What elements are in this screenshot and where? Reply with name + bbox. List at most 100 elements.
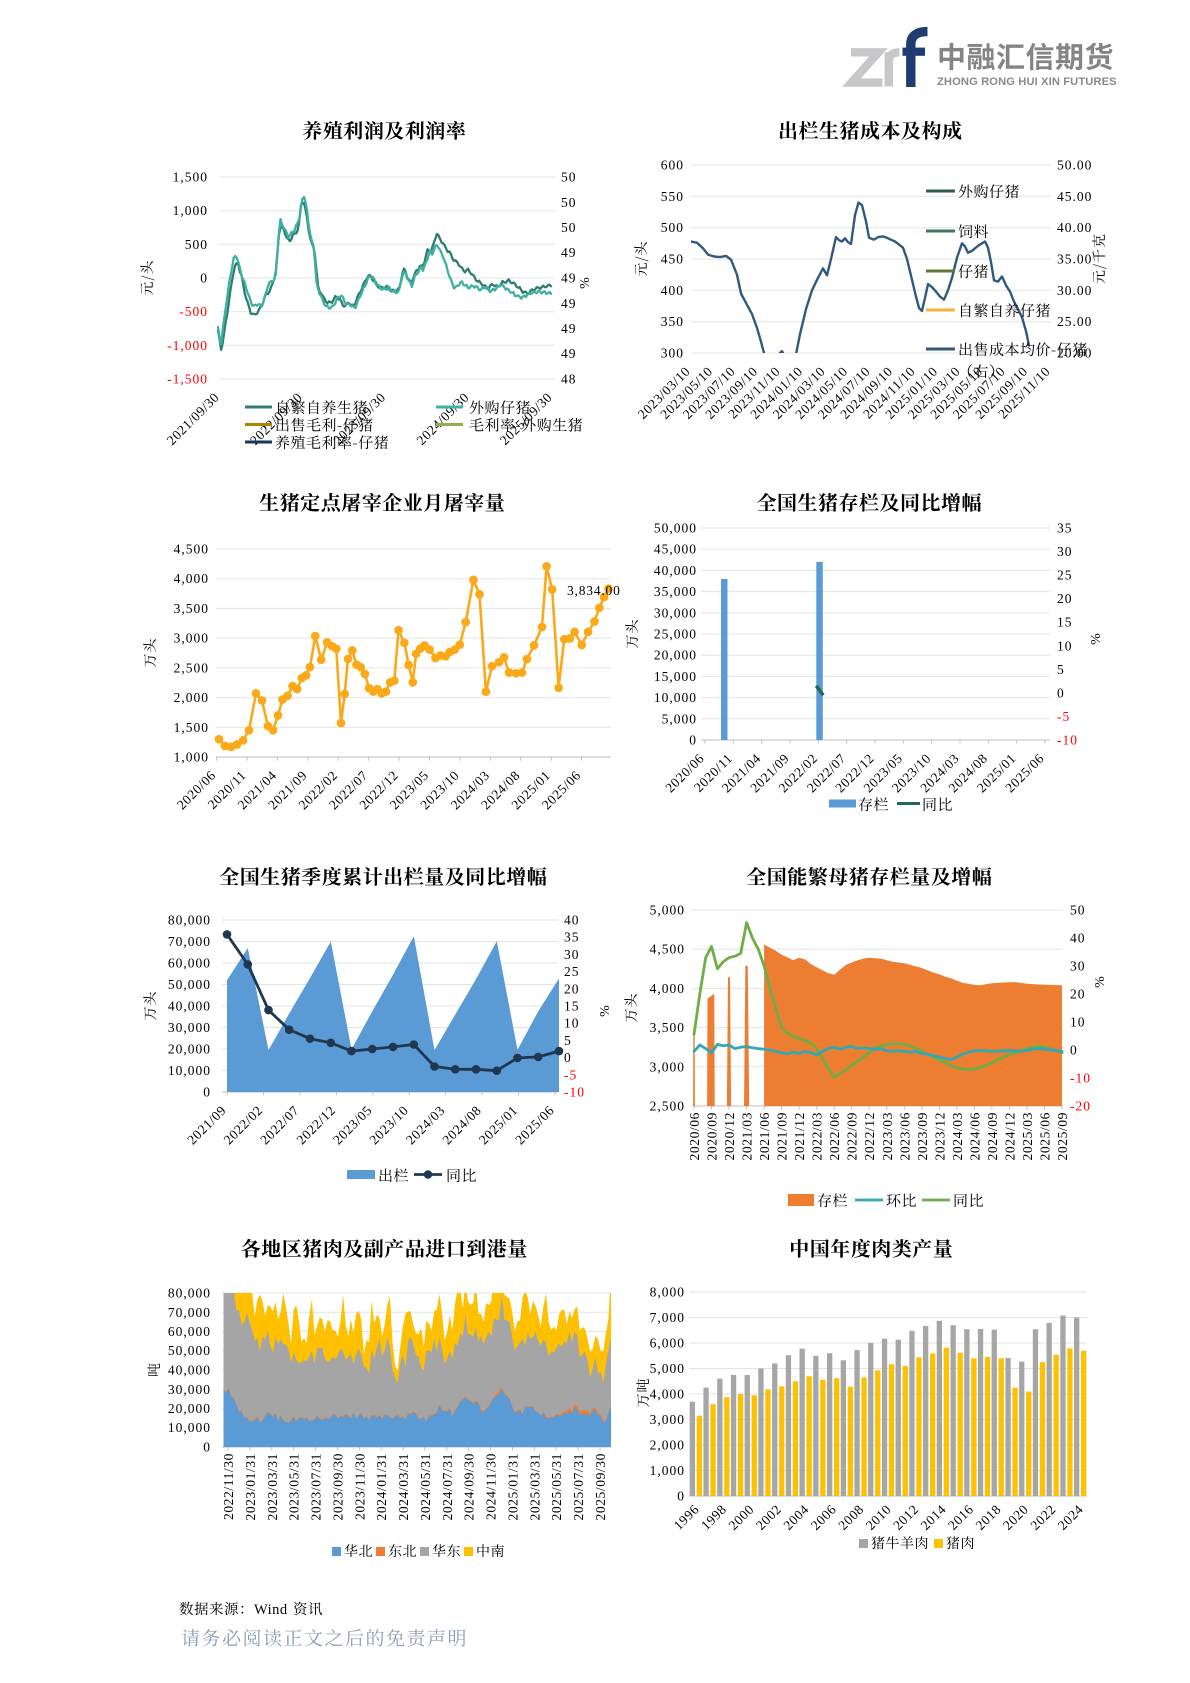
svg-text:2023/05/31: 2023/05/31 bbox=[287, 1453, 302, 1521]
svg-text:3,500: 3,500 bbox=[650, 1020, 685, 1035]
svg-text:35: 35 bbox=[1057, 521, 1073, 536]
svg-text:%: % bbox=[578, 277, 593, 289]
svg-text:2,000: 2,000 bbox=[174, 690, 209, 705]
svg-text:4,500: 4,500 bbox=[174, 542, 209, 557]
svg-text:10,000: 10,000 bbox=[168, 1063, 211, 1078]
svg-text:4,000: 4,000 bbox=[650, 981, 685, 996]
svg-text:5,000: 5,000 bbox=[662, 711, 697, 726]
svg-text:5,000: 5,000 bbox=[650, 1361, 685, 1376]
svg-text:20,000: 20,000 bbox=[168, 1401, 211, 1416]
svg-text:500: 500 bbox=[185, 237, 208, 252]
svg-text:-10: -10 bbox=[564, 1085, 585, 1100]
svg-text:80,000: 80,000 bbox=[168, 1286, 211, 1301]
svg-text:7,000: 7,000 bbox=[650, 1310, 685, 1325]
svg-text:2021/12: 2021/12 bbox=[792, 1112, 807, 1160]
svg-text:0: 0 bbox=[200, 271, 208, 286]
svg-text:5: 5 bbox=[1057, 662, 1065, 677]
svg-text:49: 49 bbox=[561, 271, 577, 286]
svg-text:3,000: 3,000 bbox=[650, 1412, 685, 1427]
svg-text:3,000: 3,000 bbox=[650, 1059, 685, 1074]
svg-text:2024/03: 2024/03 bbox=[950, 1112, 965, 1160]
svg-text:40.00: 40.00 bbox=[1057, 220, 1092, 235]
svg-text:2022/11/30: 2022/11/30 bbox=[221, 1453, 236, 1520]
svg-text:49: 49 bbox=[561, 346, 577, 361]
svg-text:450: 450 bbox=[661, 252, 684, 267]
svg-text:80,000: 80,000 bbox=[168, 913, 211, 928]
svg-text:40: 40 bbox=[564, 913, 580, 928]
svg-text:0: 0 bbox=[203, 1085, 211, 1100]
svg-text:40,000: 40,000 bbox=[168, 1363, 211, 1378]
svg-text:1,500: 1,500 bbox=[173, 170, 208, 185]
svg-text:50,000: 50,000 bbox=[168, 1343, 211, 1358]
svg-text:-10: -10 bbox=[1070, 1071, 1091, 1086]
svg-text:10: 10 bbox=[1070, 1015, 1086, 1030]
svg-text:20: 20 bbox=[1070, 987, 1086, 1002]
svg-text:2024/11/30: 2024/11/30 bbox=[484, 1453, 499, 1520]
svg-text:2025/06: 2025/06 bbox=[1038, 1112, 1053, 1160]
svg-text:20: 20 bbox=[564, 981, 580, 996]
svg-text:50,000: 50,000 bbox=[168, 977, 211, 992]
svg-text:-500: -500 bbox=[179, 304, 208, 319]
svg-text:2024/09/30: 2024/09/30 bbox=[462, 1453, 477, 1521]
svg-text:-1,500: -1,500 bbox=[167, 372, 208, 387]
svg-text:30: 30 bbox=[1070, 959, 1086, 974]
svg-text:49: 49 bbox=[561, 321, 577, 336]
svg-text:2,500: 2,500 bbox=[650, 1099, 685, 1114]
svg-text:2,000: 2,000 bbox=[650, 1438, 685, 1453]
svg-text:30,000: 30,000 bbox=[654, 605, 697, 620]
svg-text:30: 30 bbox=[564, 947, 580, 962]
svg-text:2021/03: 2021/03 bbox=[740, 1112, 755, 1160]
svg-text:40,000: 40,000 bbox=[654, 563, 697, 578]
svg-text:2023/01/31: 2023/01/31 bbox=[243, 1453, 258, 1521]
svg-text:20: 20 bbox=[1057, 591, 1073, 606]
svg-text:15: 15 bbox=[1057, 615, 1073, 630]
svg-text:2023/12: 2023/12 bbox=[932, 1112, 947, 1160]
svg-text:50: 50 bbox=[561, 220, 577, 235]
svg-text:2023/07/31: 2023/07/31 bbox=[309, 1453, 324, 1521]
svg-text:0: 0 bbox=[677, 1489, 685, 1504]
svg-text:Wind: Wind bbox=[254, 1602, 288, 1618]
svg-text:35.00: 35.00 bbox=[1057, 252, 1092, 267]
svg-text:20,000: 20,000 bbox=[168, 1042, 211, 1057]
svg-text:0: 0 bbox=[1057, 685, 1065, 700]
svg-text:2025/05/31: 2025/05/31 bbox=[549, 1453, 564, 1521]
svg-text:3,000: 3,000 bbox=[174, 631, 209, 646]
svg-text:20.00: 20.00 bbox=[1057, 346, 1092, 361]
svg-text:3,834.00: 3,834.00 bbox=[567, 583, 621, 598]
svg-text:15,000: 15,000 bbox=[654, 669, 697, 684]
svg-text:2020/09: 2020/09 bbox=[705, 1112, 720, 1160]
svg-text:0: 0 bbox=[203, 1440, 211, 1455]
svg-text:50: 50 bbox=[561, 170, 577, 185]
svg-text:2023/03: 2023/03 bbox=[880, 1112, 895, 1160]
svg-text:2025/03/31: 2025/03/31 bbox=[527, 1453, 542, 1521]
svg-text:8,000: 8,000 bbox=[650, 1285, 685, 1300]
svg-text:-5: -5 bbox=[1057, 709, 1070, 724]
svg-text:70,000: 70,000 bbox=[168, 934, 211, 949]
svg-text:2023/06: 2023/06 bbox=[897, 1112, 912, 1160]
svg-text:10: 10 bbox=[564, 1016, 580, 1031]
svg-text:35: 35 bbox=[564, 930, 580, 945]
svg-text:45,000: 45,000 bbox=[654, 542, 697, 557]
svg-text:550: 550 bbox=[661, 189, 684, 204]
svg-text:2024/09: 2024/09 bbox=[985, 1112, 1000, 1160]
svg-text:49: 49 bbox=[561, 296, 577, 311]
svg-text:50,000: 50,000 bbox=[654, 521, 697, 536]
svg-text:ZHONG RONG HUI XIN FUTURES: ZHONG RONG HUI XIN FUTURES bbox=[937, 76, 1117, 88]
svg-text:50.00: 50.00 bbox=[1057, 158, 1092, 173]
svg-text:40,000: 40,000 bbox=[168, 999, 211, 1014]
svg-text:20,000: 20,000 bbox=[654, 648, 697, 663]
svg-text:60,000: 60,000 bbox=[168, 1324, 211, 1339]
svg-text:70,000: 70,000 bbox=[168, 1305, 211, 1320]
svg-text:2023/09/30: 2023/09/30 bbox=[330, 1453, 345, 1521]
svg-text:25: 25 bbox=[564, 964, 580, 979]
svg-text:600: 600 bbox=[661, 158, 684, 173]
svg-text:2025/07/31: 2025/07/31 bbox=[571, 1453, 586, 1521]
svg-text:45.00: 45.00 bbox=[1057, 189, 1092, 204]
svg-text:%: % bbox=[1093, 976, 1108, 988]
svg-text:-5: -5 bbox=[564, 1067, 577, 1082]
svg-text:40: 40 bbox=[1070, 931, 1086, 946]
svg-text:30,000: 30,000 bbox=[168, 1020, 211, 1035]
svg-text:1,500: 1,500 bbox=[174, 720, 209, 735]
svg-text:25,000: 25,000 bbox=[654, 627, 697, 642]
svg-text:1,000: 1,000 bbox=[174, 750, 209, 765]
